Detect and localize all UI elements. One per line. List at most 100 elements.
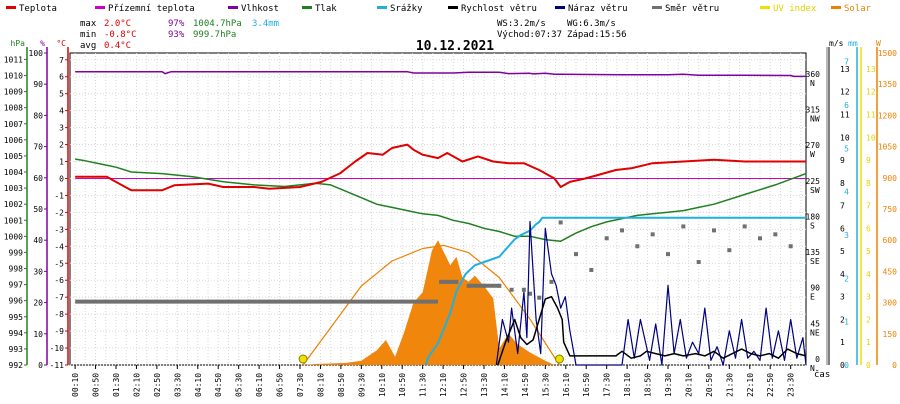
dir-point (696, 260, 701, 265)
axes: 00:10 00:50 01:30 02:10 02:50 03:30 04:10 04:50… (4, 39, 897, 397)
gust-line (495, 220, 807, 366)
wind-tick-label: 5 (840, 247, 845, 256)
rain-tick-label: 2 (844, 274, 849, 283)
stats-sunrise: Východ:07:37 (497, 30, 562, 40)
press-tick-label: 997 (9, 281, 24, 290)
solar-tick-label: 750 (883, 205, 898, 214)
rain-tick-label: 1 (844, 318, 849, 327)
x-tick-label: 08:10 (316, 373, 325, 397)
temp-tick-label: -9 (54, 327, 64, 336)
uv-tick-label: 6 (866, 224, 871, 233)
hum-tick-label: 70 (33, 143, 43, 152)
wind-tick-label: 9 (840, 156, 845, 165)
dir-cardinal-label: S (810, 221, 815, 230)
press-tick-label: 998 (9, 265, 24, 274)
press-tick-label: 1006 (4, 136, 23, 145)
hum-tick-label: 40 (33, 236, 43, 245)
x-tick-label: 17:30 (603, 373, 612, 397)
legend-label: Směr větru (665, 4, 719, 14)
hum-tick-label: 30 (33, 267, 43, 276)
dir-point (773, 232, 778, 237)
press-tick-label: 1008 (4, 104, 23, 113)
dir-point (574, 252, 578, 257)
press-tick-label: 1003 (4, 184, 23, 193)
temp-tick-label: 0 (59, 174, 64, 183)
legend-swatch (760, 6, 770, 9)
temp-tick-label: -10 (50, 344, 65, 353)
uv-tick-label: 2 (866, 315, 871, 324)
solar-axis-unit: W (876, 39, 881, 48)
wind-tick-label: 6 (840, 224, 845, 233)
sunset-marker (554, 354, 564, 364)
legend-label: UV index (773, 4, 817, 14)
hum-tick-label: 20 (33, 299, 43, 308)
press-tick-label: 1011 (4, 55, 23, 64)
wind-tick-label: 4 (840, 270, 845, 279)
legend-label: Teplota (19, 4, 57, 14)
uv-tick-label: 8 (866, 179, 871, 188)
hum-tick-label: 10 (33, 330, 43, 339)
temp-tick-label: -5 (54, 259, 64, 268)
dir-point (712, 228, 716, 233)
dir-cardinal-label: W (810, 150, 815, 159)
dir-point (549, 279, 554, 284)
solar-tick-label: 1050 (878, 143, 897, 152)
x-tick-label: 00:50 (92, 373, 101, 397)
stats-min-label: min (80, 30, 96, 40)
stats-wind-wg: WG:6.3m/s (567, 19, 616, 29)
press-axis-unit: hPa (11, 39, 26, 48)
legend-swatch (652, 6, 662, 9)
press-tick-label: 992 (9, 361, 24, 370)
temp-tick-label: -4 (54, 242, 64, 251)
solar-tick-label: 600 (883, 236, 898, 245)
x-tick-label: 03:30 (173, 373, 182, 397)
uv-tick-label: 9 (866, 156, 871, 165)
dir-cardinal-label: SW (810, 186, 820, 195)
legend-label: Tlak (315, 4, 337, 14)
dir-tick-label: 360 (806, 70, 821, 79)
temp-tick-label: -3 (54, 225, 64, 234)
x-tick-label: 21:30 (725, 373, 734, 397)
x-tick-label: 16:10 (562, 373, 571, 397)
solar-tick-label: 1200 (878, 111, 897, 120)
temp-tick-label: 5 (59, 90, 64, 99)
x-tick-label: 18:50 (644, 373, 653, 397)
solar-tick-label: 1350 (878, 80, 897, 89)
uv-tick-label: 0 (866, 361, 871, 370)
wind-tick-label: 13 (840, 65, 850, 74)
x-tick-label: 10:50 (398, 373, 407, 397)
dir-line (441, 279, 500, 288)
dir-point (788, 244, 793, 249)
x-tick-label: 11:30 (419, 373, 428, 397)
x-tick-label: 06:50 (276, 373, 285, 397)
press-tick-label: 999 (9, 248, 24, 257)
temp-tick-label: -7 (54, 293, 64, 302)
press-tick-label: 995 (9, 313, 24, 322)
x-axis-label: čas (814, 369, 830, 380)
x-tick-label: 18:10 (623, 373, 632, 397)
legend-label: Rychlost větru (461, 4, 537, 14)
press-tick-label: 1001 (4, 216, 23, 225)
press-tick-label: 1002 (4, 200, 23, 209)
temp-tick-label: -1 (54, 191, 64, 200)
hum-tick-label: 90 (33, 80, 43, 89)
dir-tick-label: 270 (806, 141, 821, 150)
stats-panel: max 2.0°C 97% 1004.7hPa 3.4mm min -0.8°C… (80, 19, 627, 51)
wind-tick-label: 10 (840, 133, 850, 142)
dir-tick-label: 90 (810, 284, 820, 293)
solar-tick-label: 900 (883, 174, 898, 183)
temp-tick-label: -2 (54, 208, 64, 217)
legend-label: Přízemní teplota (108, 4, 195, 14)
uv-tick-label: 10 (866, 133, 876, 142)
legend-label: Náraz větru (568, 4, 628, 14)
press-tick-label: 1000 (4, 232, 23, 241)
x-tick-label: 10:10 (378, 373, 387, 397)
dir-point (620, 228, 624, 233)
rain-tick-label: 3 (844, 231, 849, 240)
press-tick-label: 994 (9, 329, 24, 338)
solar-max-line (302, 244, 560, 366)
wind-tick-label: 7 (840, 202, 845, 211)
x-tick-label: 22:50 (766, 373, 775, 397)
hum-tick-label: 50 (33, 205, 43, 214)
humidity-line (75, 70, 806, 78)
